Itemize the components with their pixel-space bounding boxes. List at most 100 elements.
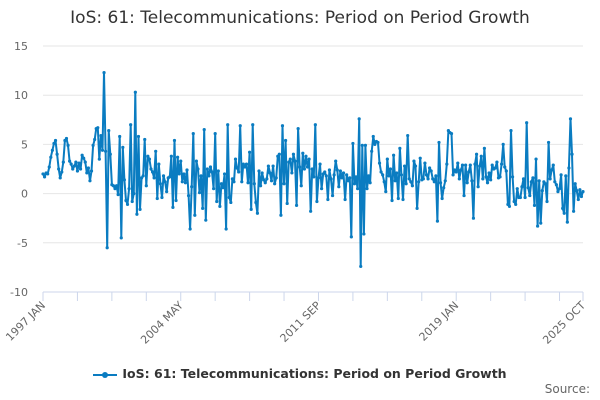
legend-item[interactable]: IoS: 61: Telecommunications: Period on P… — [0, 366, 600, 381]
data-point — [423, 161, 427, 165]
data-point — [138, 207, 142, 211]
data-point — [412, 159, 416, 163]
data-point — [320, 187, 324, 191]
chart-title: IoS: 61: Telecommunications: Period on P… — [70, 8, 530, 28]
data-point — [334, 159, 338, 163]
data-point — [520, 185, 524, 189]
data-point — [438, 181, 443, 185]
data-point — [64, 136, 69, 141]
data-point — [114, 184, 119, 188]
data-point — [191, 131, 195, 136]
data-point — [72, 164, 76, 168]
data-point — [213, 131, 217, 136]
data-point — [105, 246, 109, 250]
data-point — [457, 177, 461, 181]
data-point — [171, 205, 175, 209]
data-point — [69, 162, 73, 166]
data-point — [119, 236, 123, 240]
data-point — [57, 167, 61, 171]
data-point — [576, 197, 580, 202]
data-point — [188, 227, 192, 231]
data-point — [194, 159, 198, 163]
data-point — [390, 198, 394, 203]
data-point — [581, 190, 585, 194]
data-point — [526, 186, 530, 190]
data-point — [133, 90, 137, 94]
data-point — [136, 134, 141, 139]
data-point — [346, 179, 350, 183]
data-point — [570, 152, 574, 156]
data-point — [503, 165, 507, 169]
data-point — [83, 160, 87, 164]
data-point — [285, 201, 289, 206]
data-point — [324, 174, 328, 178]
y-tick-label: -10 — [10, 286, 28, 299]
data-point — [514, 202, 518, 207]
data-point — [381, 173, 385, 177]
data-point — [42, 175, 47, 179]
data-point — [257, 169, 261, 173]
data-point — [53, 138, 58, 143]
data-point — [218, 204, 222, 208]
data-point — [165, 190, 169, 194]
data-point — [224, 227, 228, 231]
data-point — [550, 168, 554, 172]
data-point — [465, 181, 469, 185]
data-point — [255, 211, 260, 215]
data-point — [445, 162, 449, 166]
data-point — [91, 143, 95, 147]
data-point — [399, 173, 404, 177]
data-point — [274, 176, 278, 180]
data-point — [489, 178, 493, 182]
data-point — [371, 134, 375, 139]
data-point — [351, 141, 355, 146]
data-point — [429, 169, 433, 173]
x-tick-label: 2004 MAY — [138, 299, 186, 347]
data-point — [432, 180, 436, 184]
data-point — [116, 192, 120, 197]
data-point — [310, 167, 314, 171]
data-point — [401, 197, 405, 202]
data-point — [561, 206, 565, 210]
data-point — [349, 235, 353, 239]
data-point — [305, 165, 310, 169]
data-point — [481, 177, 485, 181]
data-point — [343, 197, 347, 202]
data-point — [565, 220, 569, 224]
data-point — [387, 174, 391, 178]
data-point — [293, 159, 297, 163]
data-point — [564, 174, 568, 178]
data-point — [548, 177, 552, 181]
data-point — [498, 175, 502, 179]
data-point — [107, 129, 111, 133]
data-point — [515, 187, 519, 191]
data-point — [323, 170, 327, 174]
data-point — [529, 180, 533, 184]
data-point — [279, 213, 283, 217]
data-point — [504, 169, 508, 173]
data-point — [80, 153, 84, 157]
data-point — [146, 154, 150, 158]
data-point — [484, 175, 488, 179]
data-point — [313, 123, 317, 127]
data-point — [78, 167, 83, 171]
data-point — [345, 173, 349, 177]
data-point — [572, 209, 576, 213]
data-point — [108, 152, 112, 156]
data-point — [330, 193, 335, 198]
data-point — [362, 232, 366, 236]
y-tick-label: 5 — [21, 138, 28, 151]
data-point — [249, 207, 253, 211]
data-point — [237, 170, 241, 174]
data-point — [449, 131, 454, 136]
data-point — [260, 171, 264, 175]
data-point — [102, 70, 106, 75]
data-point — [284, 138, 288, 143]
data-point — [376, 140, 380, 145]
data-point — [46, 172, 50, 176]
data-point — [442, 186, 446, 190]
data-point — [332, 173, 336, 177]
data-point — [521, 177, 526, 181]
data-point — [68, 159, 72, 163]
data-point — [392, 153, 396, 157]
